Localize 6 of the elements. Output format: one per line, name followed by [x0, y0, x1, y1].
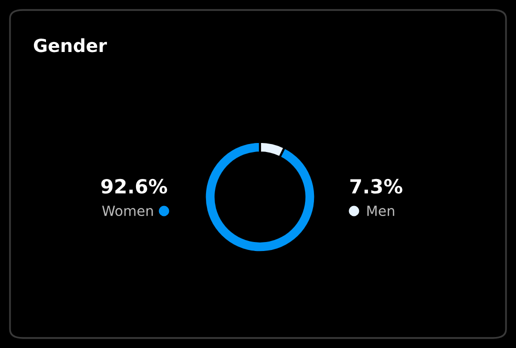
chart-title: Gender: [34, 38, 107, 52]
data-label: 92.6%: [101, 178, 168, 194]
donut-slice: [204, 140, 316, 254]
legend-label: Men: [367, 206, 394, 216]
data-label: 7.3%: [350, 178, 402, 194]
slice-label: Women: [102, 206, 153, 216]
